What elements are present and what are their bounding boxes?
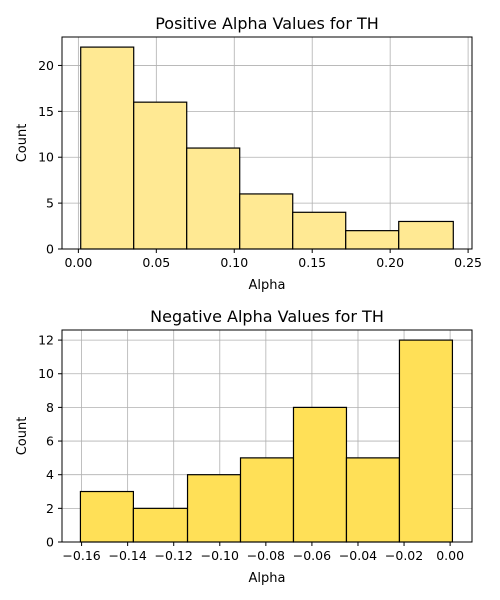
y-tick-label: 12 — [38, 333, 54, 348]
y-tick-label: 2 — [46, 501, 54, 516]
histogram-bar — [345, 230, 400, 250]
x-tick-label: −0.04 — [339, 548, 377, 563]
histogram-bar — [239, 193, 294, 250]
y-tick-label: 10 — [38, 366, 54, 381]
y-tick-label: 20 — [38, 58, 54, 73]
x-tick-label: 0.10 — [220, 255, 248, 270]
y-tick-label: 8 — [46, 400, 54, 415]
x-tick-label: −0.06 — [293, 548, 331, 563]
histogram-bar — [80, 46, 135, 250]
x-tick-label: 0.00 — [436, 548, 464, 563]
y-tick-label: 0 — [46, 535, 54, 550]
y-tick-label: 0 — [46, 242, 54, 257]
chart-title: Positive Alpha Values for TH — [155, 14, 379, 33]
x-tick-label: −0.08 — [247, 548, 285, 563]
chart-title: Negative Alpha Values for TH — [150, 307, 384, 326]
x-tick-label: 0.05 — [142, 255, 170, 270]
histogram-bar — [79, 490, 135, 543]
x-tick-label: 0.25 — [454, 255, 482, 270]
histogram-bar — [398, 220, 454, 250]
x-tick-label: −0.10 — [201, 548, 239, 563]
y-tick-label: 15 — [38, 104, 54, 119]
negative-alpha-histogram: Negative Alpha Values for TH Alpha Count… — [15, 307, 473, 586]
x-tick-label: 0.15 — [298, 255, 326, 270]
x-tick-label: −0.02 — [385, 548, 423, 563]
histogram-bar — [239, 457, 295, 543]
x-tick-label: −0.14 — [108, 548, 146, 563]
histogram-bar — [132, 507, 189, 543]
x-tick-label: −0.12 — [155, 548, 193, 563]
y-tick-label: 10 — [38, 150, 54, 165]
y-tick-label: 4 — [46, 467, 54, 482]
y-axis-label: Count — [15, 124, 30, 163]
histogram-bar — [292, 406, 348, 543]
x-axis-label: Alpha — [249, 278, 286, 293]
y-tick-label: 6 — [46, 434, 54, 449]
y-tick-label: 5 — [46, 196, 54, 211]
x-tick-label: −0.16 — [62, 548, 100, 563]
bars — [80, 46, 454, 250]
histogram-bar — [345, 457, 401, 543]
x-tick-label: 0.20 — [376, 255, 404, 270]
histogram-bar — [186, 147, 241, 250]
positive-alpha-histogram: Positive Alpha Values for TH Alpha Count… — [15, 14, 482, 293]
histogram-bar — [292, 211, 347, 250]
bars — [79, 339, 454, 543]
axes-frame — [61, 329, 473, 543]
x-tick-label: 0.00 — [64, 255, 92, 270]
histogram-bar — [186, 474, 242, 543]
y-axis-label: Count — [15, 417, 30, 456]
x-axis-label: Alpha — [249, 571, 286, 586]
histogram-bar — [133, 101, 188, 250]
axes-frame — [61, 36, 473, 250]
histogram-bar — [398, 339, 454, 543]
